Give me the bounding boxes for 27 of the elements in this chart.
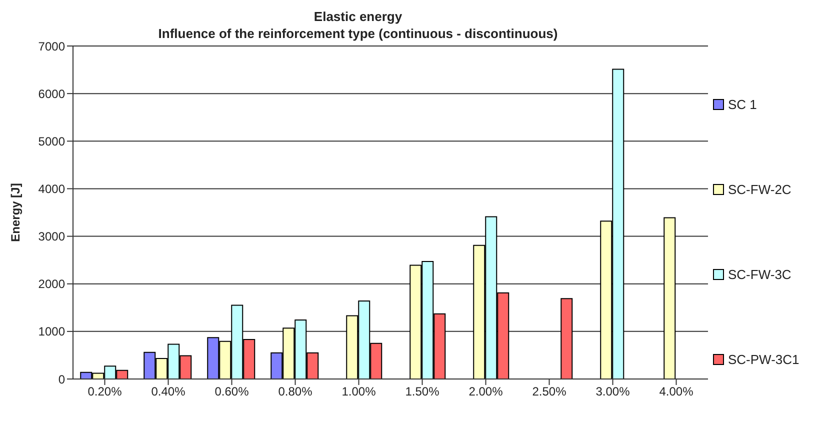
chart-title: Elastic energy xyxy=(312,8,404,25)
y-tick-label: 5000 xyxy=(38,134,66,148)
x-tick-label: 0.80% xyxy=(278,384,313,399)
y-tick-label: 2000 xyxy=(38,277,66,292)
bar xyxy=(664,217,676,379)
x-tick-label: 0.20% xyxy=(88,384,122,399)
x-tick-label: 1.00% xyxy=(342,384,376,399)
x-tick-label: 2.50% xyxy=(532,384,567,399)
legend-label: SC-PW-3C1 xyxy=(728,352,800,367)
x-tick-label: 2.00% xyxy=(468,384,504,399)
x-tick-label: 4.00% xyxy=(659,384,694,399)
bar xyxy=(560,298,573,379)
y-tick-label: 3000 xyxy=(38,230,66,244)
legend-label: SC 1 xyxy=(728,97,757,112)
y-tick-label: 6000 xyxy=(38,86,66,101)
x-tick-label: 3.00% xyxy=(596,384,630,399)
legend-label: SC-FW-3C xyxy=(728,267,792,282)
x-tick-label: 0.60% xyxy=(214,384,250,399)
y-axis-title: Energy [J] xyxy=(8,183,22,242)
chart-subtitle: Influence of the reinforcement type (continuous - discontinuous) xyxy=(158,26,558,41)
y-tick-label: 0 xyxy=(58,372,66,386)
y-tick-label: 7000 xyxy=(38,39,66,54)
x-tick-label: 0.40% xyxy=(151,384,186,399)
x-tick-label: 1.50% xyxy=(405,384,440,399)
y-tick-label: 4000 xyxy=(38,182,66,196)
legend-label: SC-FW-2C xyxy=(728,182,792,197)
y-tick-label: 1000 xyxy=(38,324,66,339)
